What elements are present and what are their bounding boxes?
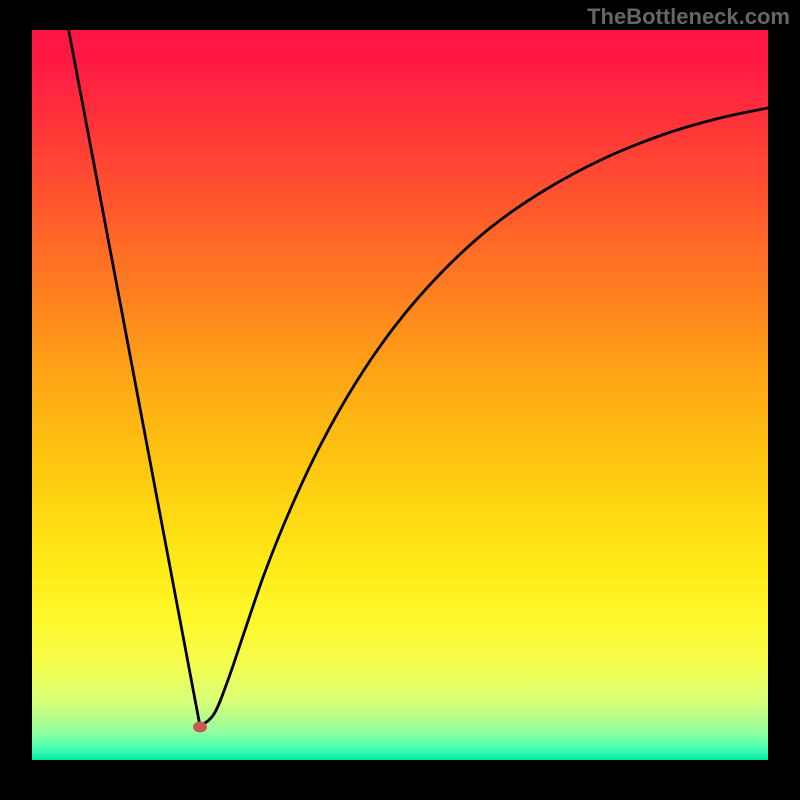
bottleneck-curve (32, 30, 768, 760)
plot-area (32, 30, 768, 760)
optimum-marker (193, 722, 207, 733)
chart-frame: TheBottleneck.com (0, 0, 800, 800)
watermark-text: TheBottleneck.com (587, 4, 790, 30)
